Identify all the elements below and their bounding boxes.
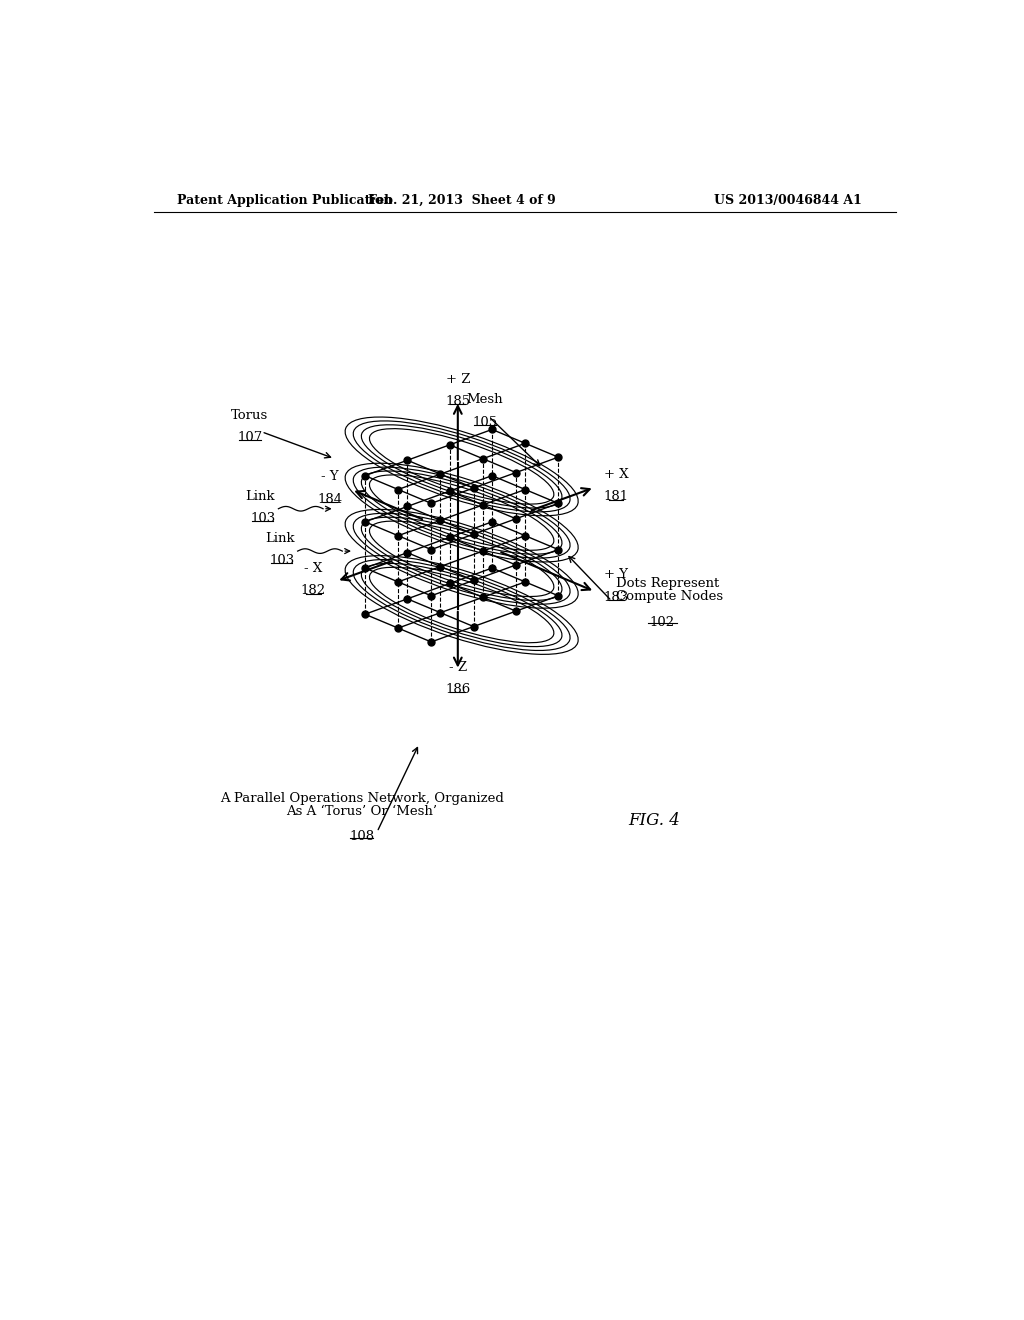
Text: - X: - X [304, 562, 323, 576]
Text: 103: 103 [269, 554, 295, 568]
Text: + Z: + Z [445, 372, 470, 385]
Text: A Parallel Operations Network, Organized: A Parallel Operations Network, Organized [219, 792, 504, 805]
Text: Mesh: Mesh [467, 393, 503, 407]
Text: 185: 185 [445, 395, 470, 408]
Text: Dots Represent: Dots Represent [615, 577, 719, 590]
Text: FIG. 4: FIG. 4 [628, 812, 680, 829]
Text: + Y: + Y [604, 569, 629, 581]
Text: 107: 107 [238, 430, 262, 444]
Text: Link: Link [265, 532, 295, 545]
Text: 102: 102 [649, 615, 675, 628]
Text: 186: 186 [445, 682, 470, 696]
Text: + X: + X [604, 469, 629, 482]
Text: 184: 184 [317, 492, 343, 506]
Text: 182: 182 [301, 585, 326, 597]
Text: 181: 181 [603, 491, 629, 503]
Text: Torus: Torus [231, 409, 268, 422]
Text: Patent Application Publication: Patent Application Publication [177, 194, 392, 207]
Text: 108: 108 [349, 830, 374, 843]
Text: 105: 105 [472, 416, 498, 429]
Text: 103: 103 [250, 512, 275, 525]
Text: US 2013/0046844 A1: US 2013/0046844 A1 [714, 194, 862, 207]
Text: 183: 183 [604, 590, 629, 603]
Text: - Y: - Y [322, 470, 339, 483]
Text: - Z: - Z [449, 660, 467, 673]
Text: Feb. 21, 2013  Sheet 4 of 9: Feb. 21, 2013 Sheet 4 of 9 [368, 194, 556, 207]
Text: Link: Link [246, 490, 275, 503]
Text: Compute Nodes: Compute Nodes [615, 590, 723, 603]
Text: As A ‘Torus’ Or ‘Mesh’: As A ‘Torus’ Or ‘Mesh’ [286, 804, 437, 817]
